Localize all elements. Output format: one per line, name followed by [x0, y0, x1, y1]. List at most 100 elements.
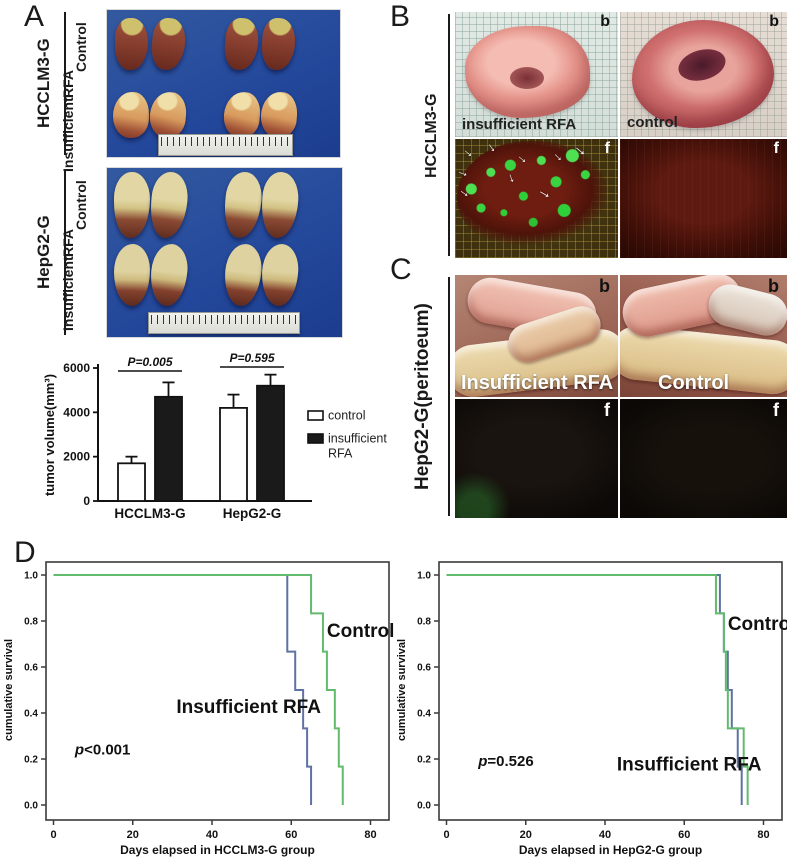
svg-text:Days elapsed in HCCLM3-G group: Days elapsed in HCCLM3-G group: [120, 843, 315, 857]
cell-line-label-hcclm3: HCCLM3-G: [34, 38, 53, 128]
tumor-blob: [221, 90, 262, 140]
panel-b-fluorescence-control: f: [620, 139, 787, 258]
cell-line-label-hepg2: HepG2-G: [34, 215, 53, 289]
tumor-blob: [222, 242, 264, 308]
svg-text:Control: Control: [327, 621, 394, 642]
panel-d-letter: D: [14, 536, 36, 569]
panel-c-brightfield-control: b Control: [620, 275, 787, 397]
panel-b-brightfield-insufficient: b insufficient RFA: [455, 12, 618, 137]
svg-text:Insufficient RFA: Insufficient RFA: [617, 755, 762, 776]
panel-b-brightfield-control: b control: [620, 12, 787, 137]
corner-letter-b: b: [600, 13, 610, 30]
gfp-metastases: [455, 139, 618, 258]
svg-text:Control: Control: [728, 614, 787, 635]
svg-text:20: 20: [520, 829, 532, 841]
svg-text:0.0: 0.0: [417, 801, 431, 812]
tumor-blob: [187, 170, 224, 174]
bar-insufficient-RFA-HCCLM3-G: [154, 395, 183, 502]
svg-text:0.4: 0.4: [417, 709, 431, 720]
tumor-row-control: [107, 170, 342, 240]
survival-curve-Control: [53, 574, 344, 805]
svg-text:cumulative survival: cumulative survival: [3, 639, 15, 741]
svg-text:cumulative survival: cumulative survival: [396, 639, 408, 741]
svg-text:4000: 4000: [63, 405, 90, 419]
p-value-label: p<0.001: [74, 741, 130, 758]
svg-text:20: 20: [127, 829, 139, 841]
tumor-blob: [148, 90, 189, 140]
quadrant-label: Insufficient RFA: [461, 372, 614, 394]
svg-text:0.8: 0.8: [417, 617, 431, 628]
tumor-blob: [114, 18, 148, 70]
panel-c-brightfield-insufficient: b Insufficient RFA: [455, 275, 618, 397]
svg-text:0.6: 0.6: [417, 663, 431, 674]
tumor-blob: [260, 171, 300, 239]
tumor-blob: [187, 90, 223, 94]
corner-letter-b: b: [768, 276, 779, 296]
svg-text:6000: 6000: [63, 361, 90, 375]
svg-text:insufficient: insufficient: [328, 432, 387, 446]
panel-c-image-grid: b Insufficient RFA b Control f f: [455, 275, 787, 518]
svg-text:40: 40: [599, 829, 611, 841]
svg-text:40: 40: [206, 829, 218, 841]
bar-control-HCCLM3-G: [117, 462, 146, 502]
svg-text:P=0.595: P=0.595: [229, 351, 274, 365]
panel-c-side-label: HepG2-G(peritoeum): [412, 303, 433, 491]
tumor-blob: [113, 172, 150, 238]
panel-c-fluorescence-control: f: [620, 399, 787, 518]
tumor-row-control: [107, 16, 340, 72]
tumor-row-insufficient: [107, 242, 342, 308]
tumor-blob: [299, 16, 332, 20]
tumor-blob: [260, 243, 300, 307]
svg-text:0.4: 0.4: [24, 709, 38, 720]
tumor-blob: [148, 242, 190, 308]
survival-chart-hepg2: 0 20 40 60 80 0.0 0.2 0.4 0.6 0.8 1.0 Days elapsed …: [396, 561, 787, 857]
panel-c-fluorescence-insufficient: f: [455, 399, 618, 518]
tumor-blob: [187, 242, 224, 246]
svg-text:0.8: 0.8: [24, 617, 38, 628]
tumor-blob: [113, 92, 150, 138]
svg-text:0.6: 0.6: [24, 663, 38, 674]
quadrant-label: insufficient RFA: [462, 116, 577, 133]
photo-hcclm3-tumors: [107, 10, 340, 157]
svg-text:80: 80: [364, 829, 376, 841]
svg-text:1.0: 1.0: [24, 571, 38, 582]
tumor-row-insufficient: [107, 90, 340, 140]
tumor-blob: [113, 244, 150, 306]
bracket: [448, 14, 450, 256]
svg-text:Insufficient RFA: Insufficient RFA: [176, 697, 321, 718]
survival-chart-hcclm3: 0 20 40 60 80 0.0 0.2 0.4 0.6 0.8 1.0 Days elapsed …: [3, 561, 394, 857]
svg-text:60: 60: [678, 829, 690, 841]
quadrant-label: control: [627, 114, 678, 131]
tumor-blob: [149, 16, 187, 72]
bar-insufficient-RFA-HepG2-G: [256, 384, 285, 502]
tissue-dark-spot: [510, 67, 544, 89]
tumor-blob: [299, 170, 336, 174]
bar-control-HepG2-G: [219, 407, 248, 502]
corner-letter-f: f: [604, 400, 610, 420]
svg-text:0: 0: [50, 829, 56, 841]
panel-b-side-label: HCCLM3-G: [423, 93, 440, 179]
svg-text:HepG2-G: HepG2-G: [223, 506, 282, 521]
svg-text:80: 80: [757, 829, 769, 841]
panel-b-fluorescence-insufficient: → → → → → → → → → f: [455, 139, 618, 258]
p-value-label: p=0.526: [477, 753, 533, 770]
corner-letter-b: b: [599, 276, 610, 296]
corner-letter-f: f: [773, 400, 779, 420]
svg-text:1.0: 1.0: [417, 571, 431, 582]
ruler: [158, 134, 293, 156]
condition-label-insufficient-rfa: Insufficient RFA: [60, 70, 76, 173]
condition-label-line2: RFA: [60, 228, 76, 257]
tumor-volume-bar-chart: 0 2000 4000 6000 tumor volume(mm³) P=0.005 P=0…: [42, 351, 387, 521]
svg-text:2000: 2000: [63, 450, 90, 464]
condition-label-line1: Insufficient: [60, 256, 76, 332]
svg-text:control: control: [328, 409, 366, 423]
panel-b-image-grid: b insufficient RFA b control → → → → → →…: [455, 12, 787, 258]
svg-text:0.2: 0.2: [24, 755, 38, 766]
tumor-blob: [188, 16, 222, 20]
svg-text:HCCLM3-G: HCCLM3-G: [114, 506, 185, 521]
tumor-blob: [297, 90, 334, 94]
tumor-blob: [222, 170, 264, 240]
svg-text:0: 0: [83, 494, 90, 508]
svg-text:Days elapsed in HepG2-G group: Days elapsed in HepG2-G group: [519, 843, 702, 857]
tumor-blob: [223, 16, 261, 72]
